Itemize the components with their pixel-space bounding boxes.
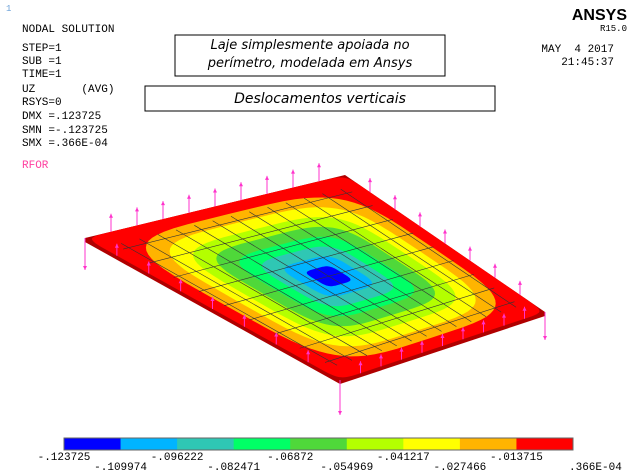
annotation-2: Deslocamentos verticais xyxy=(234,91,406,107)
annotation-wrap: Laje simplesmente apoiada no perímetro, … xyxy=(176,36,444,76)
legend-label: -.054969 xyxy=(320,462,373,472)
legend-swatch xyxy=(516,438,573,450)
window-number: 1 xyxy=(6,4,11,14)
brand-version: R15.0 xyxy=(600,24,627,34)
legend-label: -.041217 xyxy=(377,452,430,464)
rfor-label: RFOR xyxy=(22,160,49,172)
legend-swatch xyxy=(121,438,178,450)
header-line: DMX =.123725 xyxy=(22,111,101,123)
time: 21:45:37 xyxy=(561,57,614,69)
brand-name: ANSYS xyxy=(572,7,627,24)
header-line: SMX =.366E-04 xyxy=(22,138,108,150)
solution-title: NODAL SOLUTION xyxy=(22,24,114,36)
legend-label: -.109974 xyxy=(94,462,147,472)
legend-swatch xyxy=(234,438,291,450)
legend-swatch xyxy=(64,438,121,450)
header-line: SMN =-.123725 xyxy=(22,125,108,137)
legend-label: -.096222 xyxy=(151,452,204,464)
legend-swatch xyxy=(290,438,347,450)
legend-label: -.123725 xyxy=(38,452,91,464)
legend-swatch xyxy=(347,438,404,450)
ansys-window: 1 NODAL SOLUTION STEP=1SUB =1TIME=1 UZ (A… xyxy=(0,0,627,472)
annotation-1: Laje simplesmente apoiada no perímetro, … xyxy=(176,36,444,73)
legend-label: -.06872 xyxy=(267,452,313,464)
legend-label: .366E-04 xyxy=(569,462,622,472)
date: MAY 4 2017 xyxy=(541,44,614,56)
legend-swatch xyxy=(460,438,517,450)
header-line: RSYS=0 xyxy=(22,97,62,109)
legend-swatch xyxy=(403,438,460,450)
header-line: STEP=1 xyxy=(22,43,62,55)
header-line: TIME=1 xyxy=(22,69,62,81)
legend-label: -.082471 xyxy=(207,462,260,472)
legend-swatch xyxy=(177,438,234,450)
legend-label: -.013715 xyxy=(490,452,543,464)
header-line: SUB =1 xyxy=(22,56,62,68)
legend-label: -.027466 xyxy=(433,462,486,472)
header-line: UZ (AVG) xyxy=(22,84,114,96)
